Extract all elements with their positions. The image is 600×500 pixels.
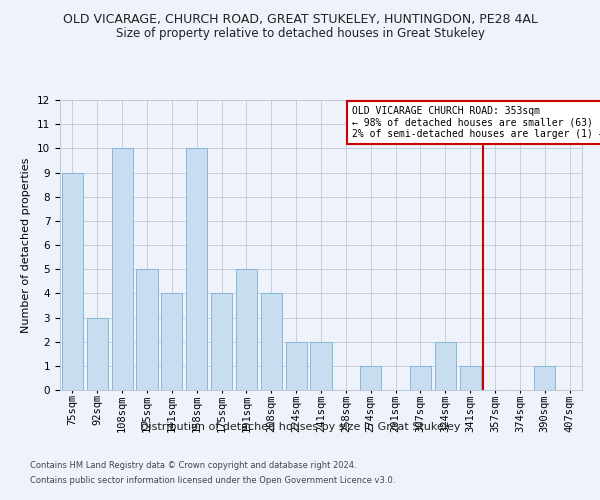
Bar	[87, 318, 108, 390]
Bar	[261, 294, 282, 390]
Text: Contains public sector information licensed under the Open Government Licence v3: Contains public sector information licen…	[30, 476, 395, 485]
Bar	[112, 148, 133, 390]
Bar	[460, 366, 481, 390]
Bar	[410, 366, 431, 390]
Bar	[62, 172, 83, 390]
Bar	[360, 366, 381, 390]
Bar	[435, 342, 456, 390]
Text: Distribution of detached houses by size in Great Stukeley: Distribution of detached houses by size …	[140, 422, 460, 432]
Text: Contains HM Land Registry data © Crown copyright and database right 2024.: Contains HM Land Registry data © Crown c…	[30, 461, 356, 470]
Bar	[286, 342, 307, 390]
Bar	[534, 366, 555, 390]
Text: Size of property relative to detached houses in Great Stukeley: Size of property relative to detached ho…	[115, 28, 485, 40]
Text: OLD VICARAGE CHURCH ROAD: 353sqm
← 98% of detached houses are smaller (63)
2% of: OLD VICARAGE CHURCH ROAD: 353sqm ← 98% o…	[352, 106, 600, 139]
Bar	[136, 269, 158, 390]
Text: OLD VICARAGE, CHURCH ROAD, GREAT STUKELEY, HUNTINGDON, PE28 4AL: OLD VICARAGE, CHURCH ROAD, GREAT STUKELE…	[62, 12, 538, 26]
Bar	[236, 269, 257, 390]
Bar	[310, 342, 332, 390]
Bar	[186, 148, 207, 390]
Bar	[211, 294, 232, 390]
Y-axis label: Number of detached properties: Number of detached properties	[22, 158, 31, 332]
Bar	[161, 294, 182, 390]
